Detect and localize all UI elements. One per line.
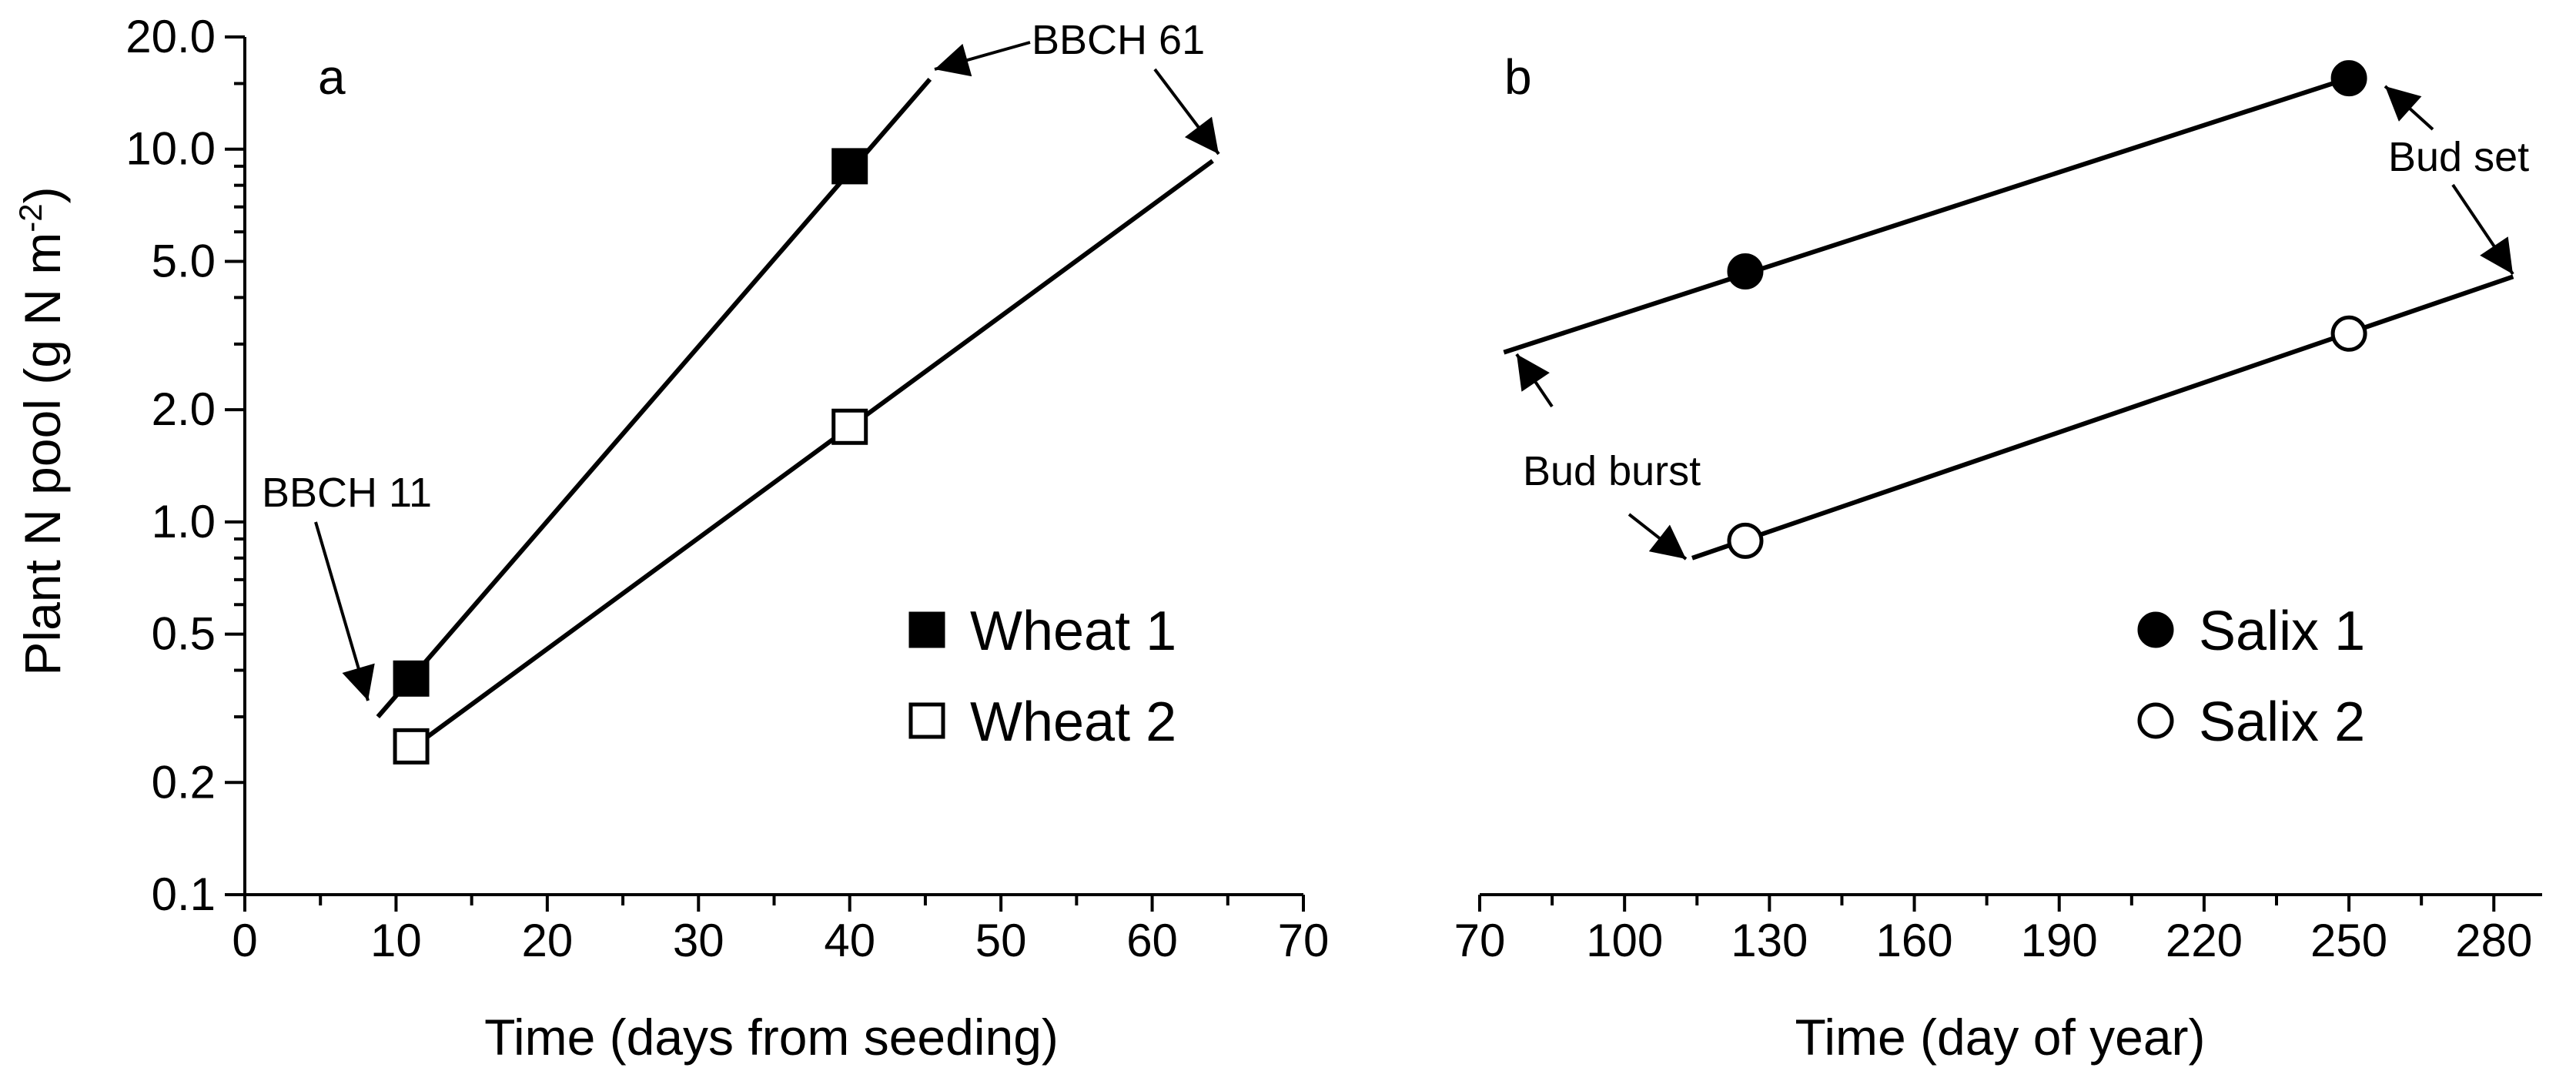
legend-label: Wheat 1	[970, 601, 1176, 662]
y-axis-label-main: Plant N pool (g N m	[14, 233, 71, 676]
y-tick-label: 20.0	[125, 11, 216, 62]
annotation-arrow	[314, 521, 375, 701]
series-line	[1503, 75, 2350, 355]
annotation-arrow	[2384, 85, 2434, 131]
legend-marker	[2137, 611, 2174, 648]
y-tick-label: 0.2	[152, 756, 216, 808]
legend-marker	[2137, 702, 2174, 739]
y-axis-label-superscript: -2	[12, 203, 49, 232]
data-point	[393, 728, 430, 765]
annotation-arrow	[1515, 353, 1554, 408]
y-axis-label-close: )	[14, 186, 71, 203]
panel-b-annotations: Bud burst Bud set	[1515, 85, 2529, 561]
y-tick-label: 2.0	[152, 383, 216, 435]
x-tick-label: 100	[1586, 915, 1663, 966]
panel-a-annotations: BBCH 11 BBCH 61	[262, 17, 1220, 701]
legend-label: Salix 2	[2199, 691, 2365, 753]
x-tick-label: 280	[2455, 915, 2532, 966]
legend-marker	[908, 611, 945, 648]
panel-b-label: b	[1504, 49, 1532, 105]
x-tick-label: 30	[673, 915, 724, 966]
panel-a-lines	[376, 77, 1214, 762]
legend-label: Salix 1	[2199, 601, 2365, 662]
panel-b-lines	[1503, 75, 2514, 561]
x-tick-label: 70	[1278, 915, 1330, 966]
series-line	[394, 159, 1214, 762]
data-point	[393, 660, 430, 697]
x-tick-label: 50	[975, 915, 1027, 966]
series-line	[376, 77, 932, 718]
x-tick-label: 160	[1875, 915, 1952, 966]
y-axis-label: Plant N pool (g N m-2)	[12, 186, 71, 675]
panel-a-points	[393, 148, 868, 765]
series-line	[1691, 274, 2514, 561]
annotation-label: BBCH 11	[262, 470, 432, 516]
data-point	[1727, 522, 1764, 559]
panel-b-points	[1727, 60, 2367, 559]
panel-a-axes: 0 10 20 30 40 50 60 70 0.1 0.2 0.5 1.0 2.0 5.0 10.0 20.…	[125, 11, 1329, 966]
annotation-label: Bud burst	[1523, 448, 1701, 494]
y-tick-label: 1.0	[152, 496, 216, 547]
x-tick-label: 60	[1126, 915, 1178, 966]
data-point	[1727, 253, 1764, 289]
annotation-arrow	[1628, 513, 1688, 561]
data-point	[2330, 60, 2367, 97]
panel-a-legend: Wheat 1 Wheat 2	[908, 601, 1176, 753]
annotation-label: Bud set	[2388, 134, 2529, 180]
data-point	[2330, 315, 2367, 352]
data-point	[831, 148, 868, 185]
annotation-label: BBCH 61	[1032, 17, 1205, 63]
x-tick-label: 0	[232, 915, 257, 966]
data-point	[831, 408, 868, 445]
x-tick-label: 20	[521, 915, 573, 966]
x-tick-label: 70	[1454, 915, 1506, 966]
y-tick-label: 0.5	[152, 608, 216, 660]
x-tick-label: 130	[1731, 915, 1808, 966]
legend-marker	[908, 702, 945, 739]
panel-b-legend: Salix 1 Salix 2	[2137, 601, 2365, 753]
panel-a-x-axis-label: Time (days from seeding)	[484, 1009, 1059, 1066]
annotation-arrow	[934, 41, 1031, 77]
annotation-arrow	[1153, 68, 1220, 156]
legend-label: Wheat 2	[970, 691, 1176, 753]
panel-a: a 0 10 20 30 40 50 60 70 0.1 0.2 0.5 1.0 2.0 5.0 10.0 2…	[12, 11, 1329, 1066]
x-tick-label: 250	[2310, 915, 2387, 966]
panel-a-label: a	[318, 49, 346, 105]
x-tick-label: 40	[824, 915, 875, 966]
x-tick-label: 10	[370, 915, 422, 966]
y-tick-label: 10.0	[125, 123, 216, 175]
panel-b-axes: 70 100 130 160 190 220 250 280	[1454, 893, 2542, 966]
y-tick-label: 0.1	[152, 868, 216, 920]
annotation-arrow	[2451, 183, 2514, 276]
y-tick-label: 5.0	[152, 235, 216, 286]
x-tick-label: 220	[2166, 915, 2243, 966]
panel-b-x-axis-label: Time (day of year)	[1795, 1009, 2205, 1066]
x-tick-label: 190	[2021, 915, 2098, 966]
panel-b: b 70 100 130 160 190 220 250 280 Bud burst Bud s…	[1454, 49, 2542, 1066]
